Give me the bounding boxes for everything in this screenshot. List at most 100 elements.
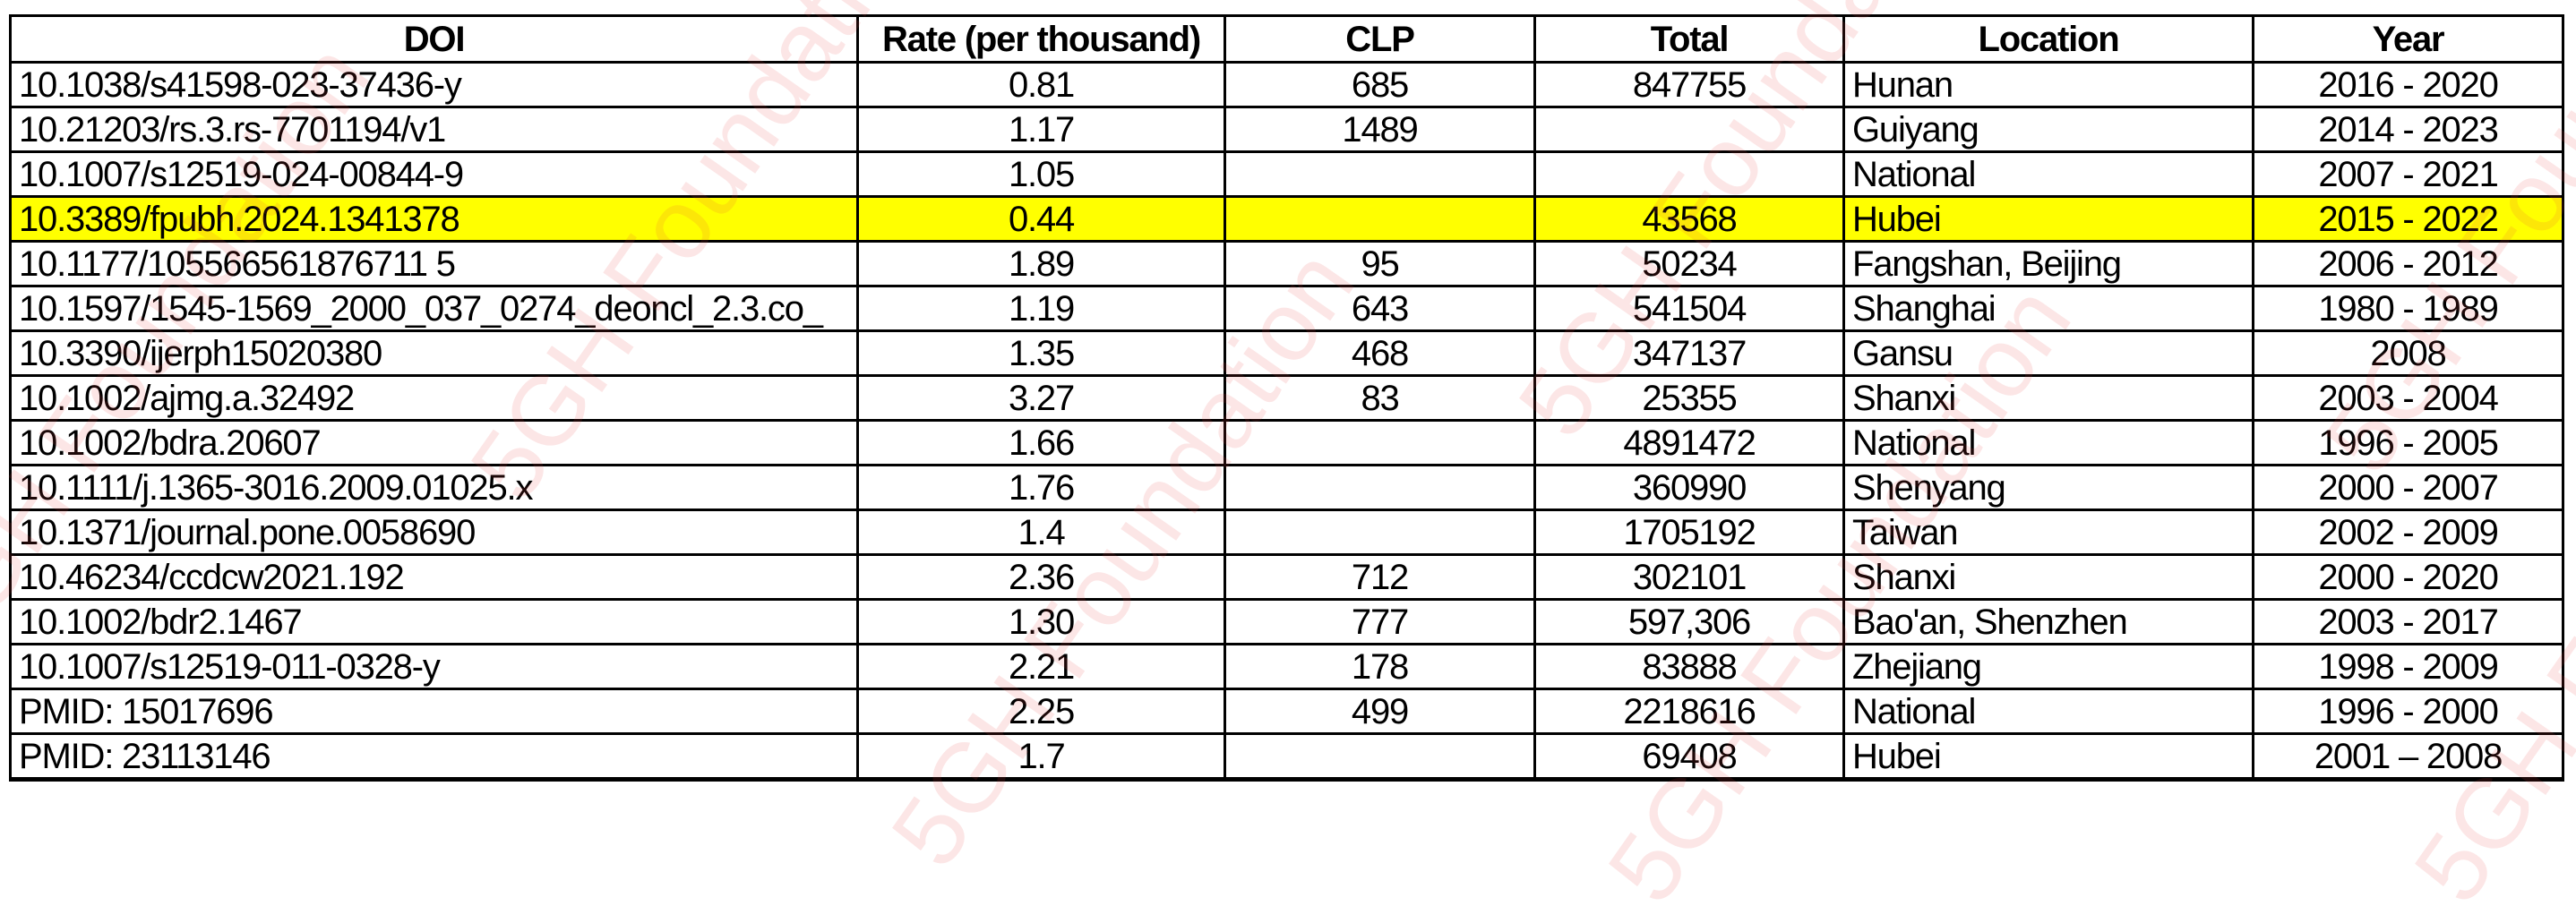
cell-location: Shenyang (1842, 464, 2254, 511)
table-row: 10.1002/bdra.20607 1.66 4891472 National 199… (9, 419, 2564, 466)
cell-year: 2014 - 2023 (2252, 106, 2564, 153)
cell-year: 2016 - 2020 (2252, 61, 2564, 108)
cell-doi: 10.46234/ccdcw2021.192 (9, 553, 859, 601)
cell-doi: 10.1002/bdra.20607 (9, 419, 859, 466)
table-row: 10.1007/s12519-024-00844-9 1.05 National 20… (9, 150, 2564, 198)
cell-doi: 10.1002/ajmg.a.32492 (9, 374, 859, 422)
cell-rate: 2.36 (856, 553, 1226, 601)
cell-rate: 1.76 (856, 464, 1226, 511)
cell-total: 25355 (1533, 374, 1845, 422)
cell-doi: 10.1007/s12519-024-00844-9 (9, 150, 859, 198)
header-clp: CLP (1224, 14, 1536, 64)
cell-doi: 10.1111/j.1365-3016.2009.01025.x (9, 464, 859, 511)
table-row: 10.1002/bdr2.1467 1.30 777 597,306 Bao'an, S… (9, 598, 2564, 645)
header-row: DOI Rate (per thousand) CLP Total Locati… (9, 14, 2564, 64)
cell-rate: 1.05 (856, 150, 1226, 198)
cell-total: 1705192 (1533, 509, 1845, 556)
cell-clp: 685 (1224, 61, 1536, 108)
table-row: 10.1002/ajmg.a.32492 3.27 83 25355 Shanxi 200… (9, 374, 2564, 422)
cell-rate: 1.89 (856, 240, 1226, 287)
cell-location: Shanxi (1842, 374, 2254, 422)
table-row: 10.1038/s41598-023-37436-y 0.81 685 847755 H… (9, 61, 2564, 108)
cell-total: 2218616 (1533, 688, 1845, 735)
cell-total: 847755 (1533, 61, 1845, 108)
cell-doi: 10.1038/s41598-023-37436-y (9, 61, 859, 108)
cell-year: 2007 - 2021 (2252, 150, 2564, 198)
header-total: Total (1533, 14, 1845, 64)
cell-year: 2003 - 2017 (2252, 598, 2564, 645)
cell-location: Fangshan, Beijing (1842, 240, 2254, 287)
cell-rate: 0.44 (856, 195, 1226, 243)
cell-rate: 2.25 (856, 688, 1226, 735)
cell-doi: 10.1007/s12519-011-0328-y (9, 643, 859, 690)
cell-clp: 499 (1224, 688, 1536, 735)
cell-rate: 3.27 (856, 374, 1226, 422)
cell-location: National (1842, 419, 2254, 466)
cell-year: 2002 - 2009 (2252, 509, 2564, 556)
table-row: 10.1371/journal.pone.0058690 1.4 1705192 Ta… (9, 509, 2564, 556)
cell-total: 4891472 (1533, 419, 1845, 466)
table-row: 10.1007/s12519-011-0328-y 2.21 178 83888 Zhe… (9, 643, 2564, 690)
cell-location: Hubei (1842, 195, 2254, 243)
table-row: 10.46234/ccdcw2021.192 2.36 712 302101 Shanx… (9, 553, 2564, 601)
cell-rate: 1.35 (856, 329, 1226, 377)
cell-rate: 1.7 (856, 732, 1226, 781)
cell-clp (1224, 419, 1536, 466)
cell-location: National (1842, 688, 2254, 735)
cell-clp: 643 (1224, 285, 1536, 332)
table-row: 10.1177/105566561876711 5 1.89 95 50234 Fang… (9, 240, 2564, 287)
cell-year: 1980 - 1989 (2252, 285, 2564, 332)
cell-doi: 10.21203/rs.3.rs-7701194/v1 (9, 106, 859, 153)
data-table: DOI Rate (per thousand) CLP Total Locati… (9, 14, 2564, 782)
cell-year: 2015 - 2022 (2252, 195, 2564, 243)
table-row: 10.3389/fpubh.2024.1341378 0.44 43568 Hubei… (9, 195, 2564, 243)
cell-rate: 0.81 (856, 61, 1226, 108)
table-row: 10.21203/rs.3.rs-7701194/v1 1.17 1489 Guiya… (9, 106, 2564, 153)
header-year: Year (2252, 14, 2564, 64)
header-rate: Rate (per thousand) (856, 14, 1226, 64)
cell-clp: 1489 (1224, 106, 1536, 153)
cell-clp: 468 (1224, 329, 1536, 377)
cell-total: 69408 (1533, 732, 1845, 781)
cell-clp (1224, 464, 1536, 511)
cell-year: 2008 (2252, 329, 2564, 377)
cell-doi: 10.1002/bdr2.1467 (9, 598, 859, 645)
cell-location: Gansu (1842, 329, 2254, 377)
cell-year: 2003 - 2004 (2252, 374, 2564, 422)
cell-year: 2001 – 2008 (2252, 732, 2564, 781)
cell-doi: 10.3389/fpubh.2024.1341378 (9, 195, 859, 243)
cell-location: Hunan (1842, 61, 2254, 108)
cell-total (1533, 106, 1845, 153)
cell-location: Hubei (1842, 732, 2254, 781)
cell-doi: 10.1177/105566561876711 5 (9, 240, 859, 287)
cell-location: Shanghai (1842, 285, 2254, 332)
cell-year: 1998 - 2009 (2252, 643, 2564, 690)
cell-year: 2000 - 2020 (2252, 553, 2564, 601)
cell-total: 597,306 (1533, 598, 1845, 645)
cell-clp (1224, 150, 1536, 198)
cell-rate: 1.30 (856, 598, 1226, 645)
table-row: PMID: 23113146 1.7 69408 Hubei 2001 – 2008 (9, 732, 2564, 781)
cell-doi: 10.1371/journal.pone.0058690 (9, 509, 859, 556)
cell-clp: 712 (1224, 553, 1536, 601)
cell-location: Zhejiang (1842, 643, 2254, 690)
cell-location: National (1842, 150, 2254, 198)
cell-year: 1996 - 2005 (2252, 419, 2564, 466)
cell-clp: 178 (1224, 643, 1536, 690)
cell-location: Bao'an, Shenzhen (1842, 598, 2254, 645)
cell-rate: 1.17 (856, 106, 1226, 153)
cell-total: 50234 (1533, 240, 1845, 287)
cell-total: 302101 (1533, 553, 1845, 601)
cell-clp (1224, 732, 1536, 781)
cell-clp: 95 (1224, 240, 1536, 287)
table-row: 10.3390/ijerph15020380 1.35 468 347137 Gansu… (9, 329, 2564, 377)
table-row: 10.1597/1545-1569_2000_037_0274_deoncl_2… (9, 285, 2564, 332)
cell-clp: 777 (1224, 598, 1536, 645)
cell-rate: 1.4 (856, 509, 1226, 556)
cell-location: Shanxi (1842, 553, 2254, 601)
table-row: 10.1111/j.1365-3016.2009.01025.x 1.76 3609… (9, 464, 2564, 511)
cell-year: 2000 - 2007 (2252, 464, 2564, 511)
cell-clp (1224, 195, 1536, 243)
cell-rate: 1.19 (856, 285, 1226, 332)
cell-doi: 10.3390/ijerph15020380 (9, 329, 859, 377)
